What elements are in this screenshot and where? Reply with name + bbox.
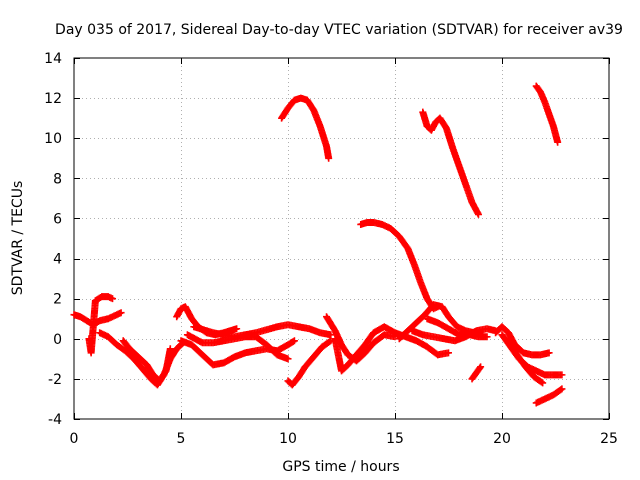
data-point [327,331,335,339]
series-arc-17 [468,363,485,383]
series-arc-4 [119,337,174,385]
series-arc-6 [177,337,298,369]
data-point [477,363,485,371]
y-tick-label: -2 [48,372,62,388]
series-arc-15 [419,108,482,218]
data-point [325,154,333,162]
data-point [117,309,125,317]
data-point [166,345,174,353]
series-arc-23 [532,82,562,146]
data-point [290,337,298,345]
series-arc-10 [284,337,335,389]
x-tick-label: 5 [177,431,186,447]
series-arc-16 [408,325,500,345]
data-point [554,138,562,146]
x-tick-label: 25 [600,431,618,447]
data-point [289,338,297,346]
series-arc-8 [190,321,335,341]
series-arc-22 [532,385,566,407]
data-point [109,295,117,303]
data-point [445,349,452,357]
data-point [233,325,241,333]
y-tick-label: 0 [53,332,62,348]
y-tick-label: 12 [44,91,62,107]
y-tick-label: 6 [53,211,62,227]
series-arc-9 [278,94,333,162]
data-point [474,210,482,218]
x-tick-label: 15 [386,431,404,447]
x-tick-label: 10 [279,431,297,447]
data-point [558,371,566,379]
y-tick-label: 10 [44,131,62,147]
data-point [326,338,334,346]
y-tick-label: 4 [53,252,62,268]
series-arc-18 [423,315,491,341]
plot-frame [73,57,610,420]
ticks [74,58,610,420]
x-tick-label: 0 [70,431,79,447]
data-point [539,379,547,387]
y-tick-label: -4 [48,412,62,428]
y-tick-label: 8 [53,171,62,187]
x-tick-labels: 0 5 10 15 20 25 [70,431,618,447]
series-arc-21 [504,337,547,387]
chart-title: Day 035 of 2017, Sidereal Day-to-day VTE… [55,22,623,38]
x-axis-label: GPS time / hours [282,459,399,475]
y-tick-label: 2 [53,292,62,308]
data-point [545,349,553,357]
data-point [557,386,565,394]
x-tick-label: 20 [493,431,511,447]
y-tick-label: 14 [44,51,62,67]
y-axis-label: SDTVAR / TECUs [10,181,26,296]
series-arc-2 [85,293,117,357]
series-arc-13 [357,218,442,313]
data-point [284,355,292,363]
data-point [483,333,491,341]
series-layer [70,82,566,407]
data-point [558,385,566,393]
data-point [476,364,484,372]
data-point [537,378,545,386]
y-tick-labels: -4 -2 0 2 4 6 8 10 12 14 [44,51,62,428]
